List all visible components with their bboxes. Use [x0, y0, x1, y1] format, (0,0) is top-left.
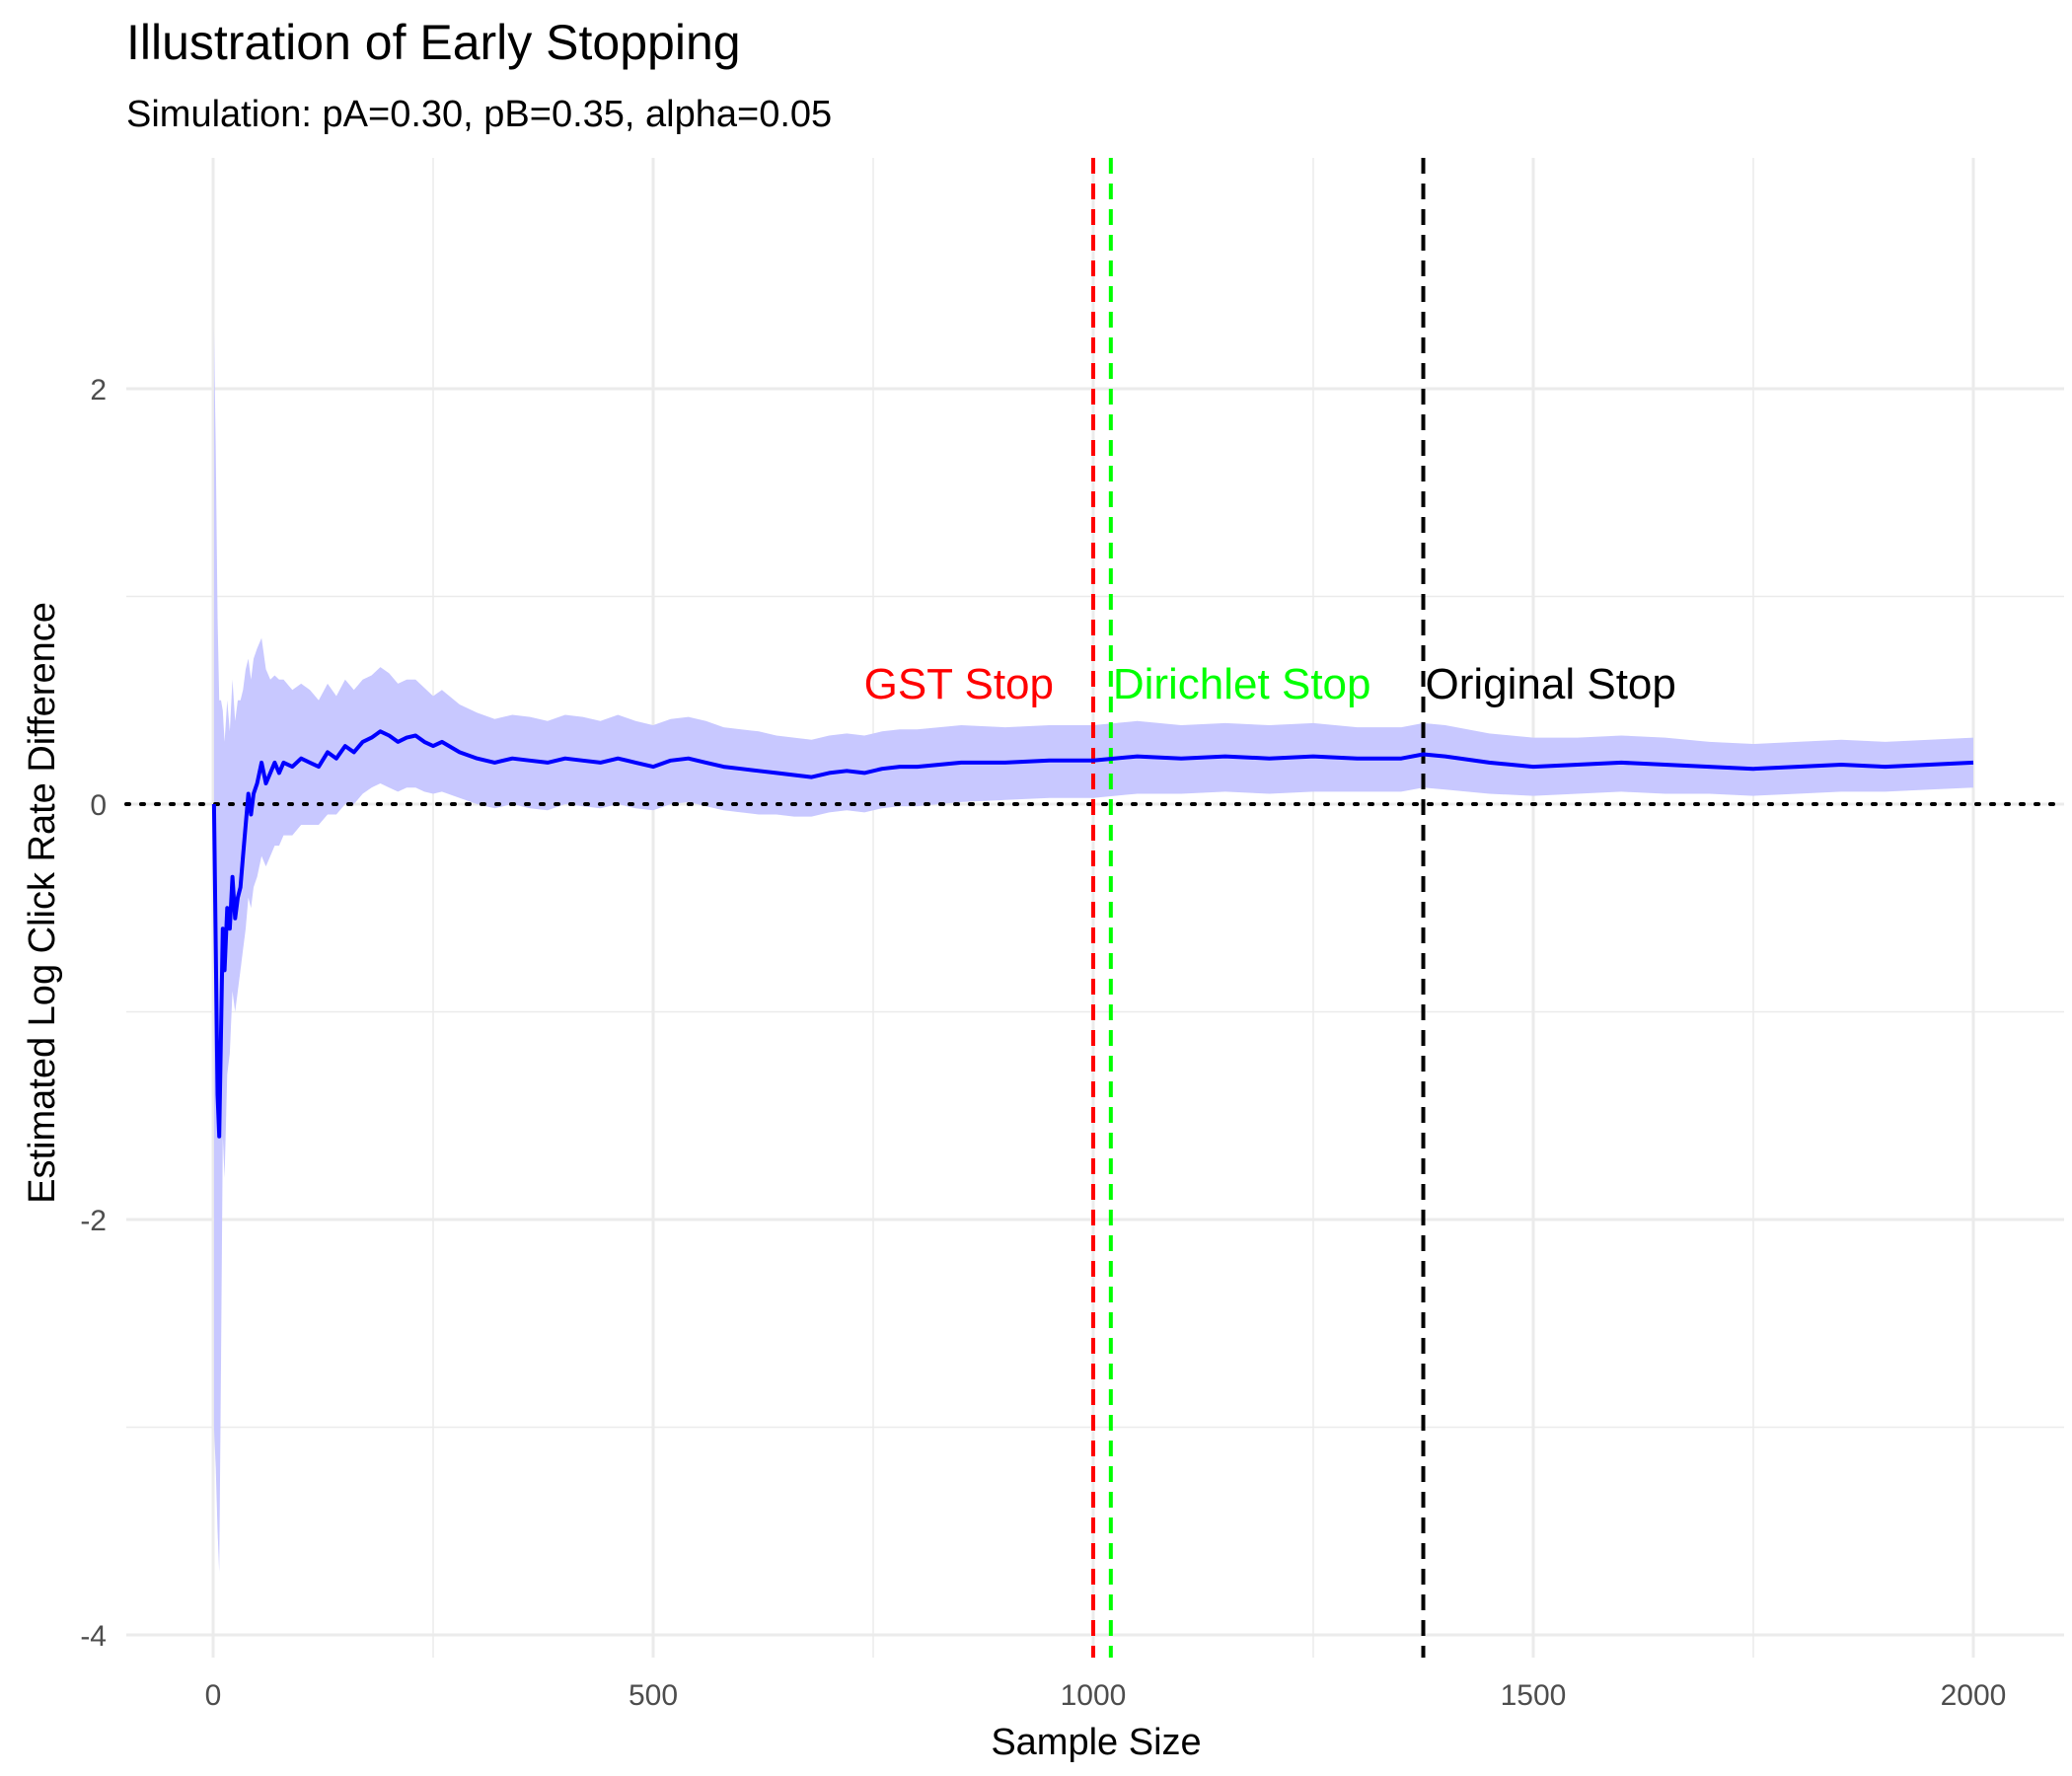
stop-annotations: GST Stop Dirichlet Stop Original Stop — [864, 660, 1676, 708]
y-axis-ticks: -4 -2 0 2 — [80, 374, 107, 1653]
y-tick-label: 2 — [90, 374, 107, 407]
y-axis-title: Estimated Log Click Rate Difference — [22, 602, 63, 1204]
y-tick-label: -2 — [80, 1205, 107, 1237]
stop-label: GST Stop — [864, 660, 1054, 708]
stop-lines — [1091, 158, 1426, 1658]
x-axis-title: Sample Size — [991, 1722, 1201, 1763]
stop-label: Dirichlet Stop — [1113, 660, 1371, 708]
x-tick-label: 500 — [629, 1679, 678, 1712]
stop-label: Original Stop — [1426, 660, 1676, 708]
x-tick-label: 2000 — [1941, 1679, 2007, 1712]
y-tick-label: -4 — [80, 1620, 107, 1653]
chart-title: Illustration of Early Stopping — [126, 15, 741, 70]
x-tick-label: 0 — [205, 1679, 222, 1712]
chart-subtitle: Simulation: pA=0.30, pB=0.35, alpha=0.05 — [126, 94, 832, 135]
x-axis-ticks: 0 500 1000 1500 2000 — [205, 1679, 2007, 1712]
x-tick-label: 1500 — [1501, 1679, 1567, 1712]
y-tick-label: 0 — [90, 789, 107, 822]
x-tick-label: 1000 — [1061, 1679, 1127, 1712]
estimate-line — [211, 729, 1974, 1139]
